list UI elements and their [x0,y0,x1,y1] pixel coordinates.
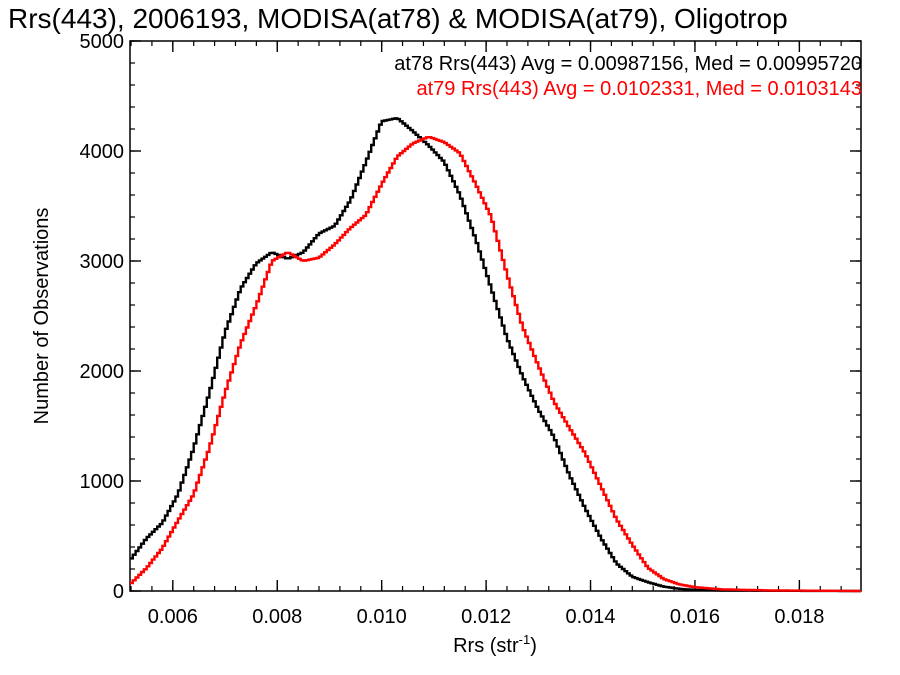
x-axis-ticks: 0.006 0.008 0.010 0.012 0.014 0.016 0.018 [130,41,842,628]
y-axis-ticks: 0 1000 2000 3000 4000 5000 [80,31,861,603]
x-tick-label: 0.014 [565,606,615,628]
x-axis-label-superscript: -1 [519,632,531,647]
y-tick-label: 5000 [80,31,125,53]
plot-frame [129,40,862,592]
x-axis-label: Rrs (str-1) [453,632,537,657]
x-axis-label-close: ) [530,635,537,657]
series-line-at78 [130,117,861,593]
x-tick-label: 0.010 [357,606,407,628]
chart-title: Rrs(443), 2006193, MODISA(at78) & MODISA… [8,3,788,34]
legend-annotation-at78: at78 Rrs(443) Avg = 0.00987156, Med = 0.… [394,53,862,75]
y-tick-label: 4000 [80,141,125,163]
legend-annotations: at78 Rrs(443) Avg = 0.00987156, Med = 0.… [394,53,862,100]
x-tick-label: 0.018 [774,606,824,628]
y-tick-label: 2000 [80,361,125,383]
x-axis-label-main: Rrs (str [453,635,519,657]
x-tick-label: 0.006 [148,606,198,628]
x-tick-label: 0.016 [670,606,720,628]
legend-annotation-at79: at79 Rrs(443) Avg = 0.0102331, Med = 0.0… [416,78,862,100]
plot-border [129,40,862,592]
series-line-at79 [130,136,861,593]
x-tick-label: 0.012 [461,606,511,628]
y-tick-label: 3000 [80,251,125,273]
y-tick-label: 1000 [80,471,125,493]
y-axis-label: Number of Observations [31,208,53,425]
x-tick-label: 0.008 [252,606,302,628]
series-lines [130,117,861,593]
y-tick-label: 0 [113,581,124,603]
